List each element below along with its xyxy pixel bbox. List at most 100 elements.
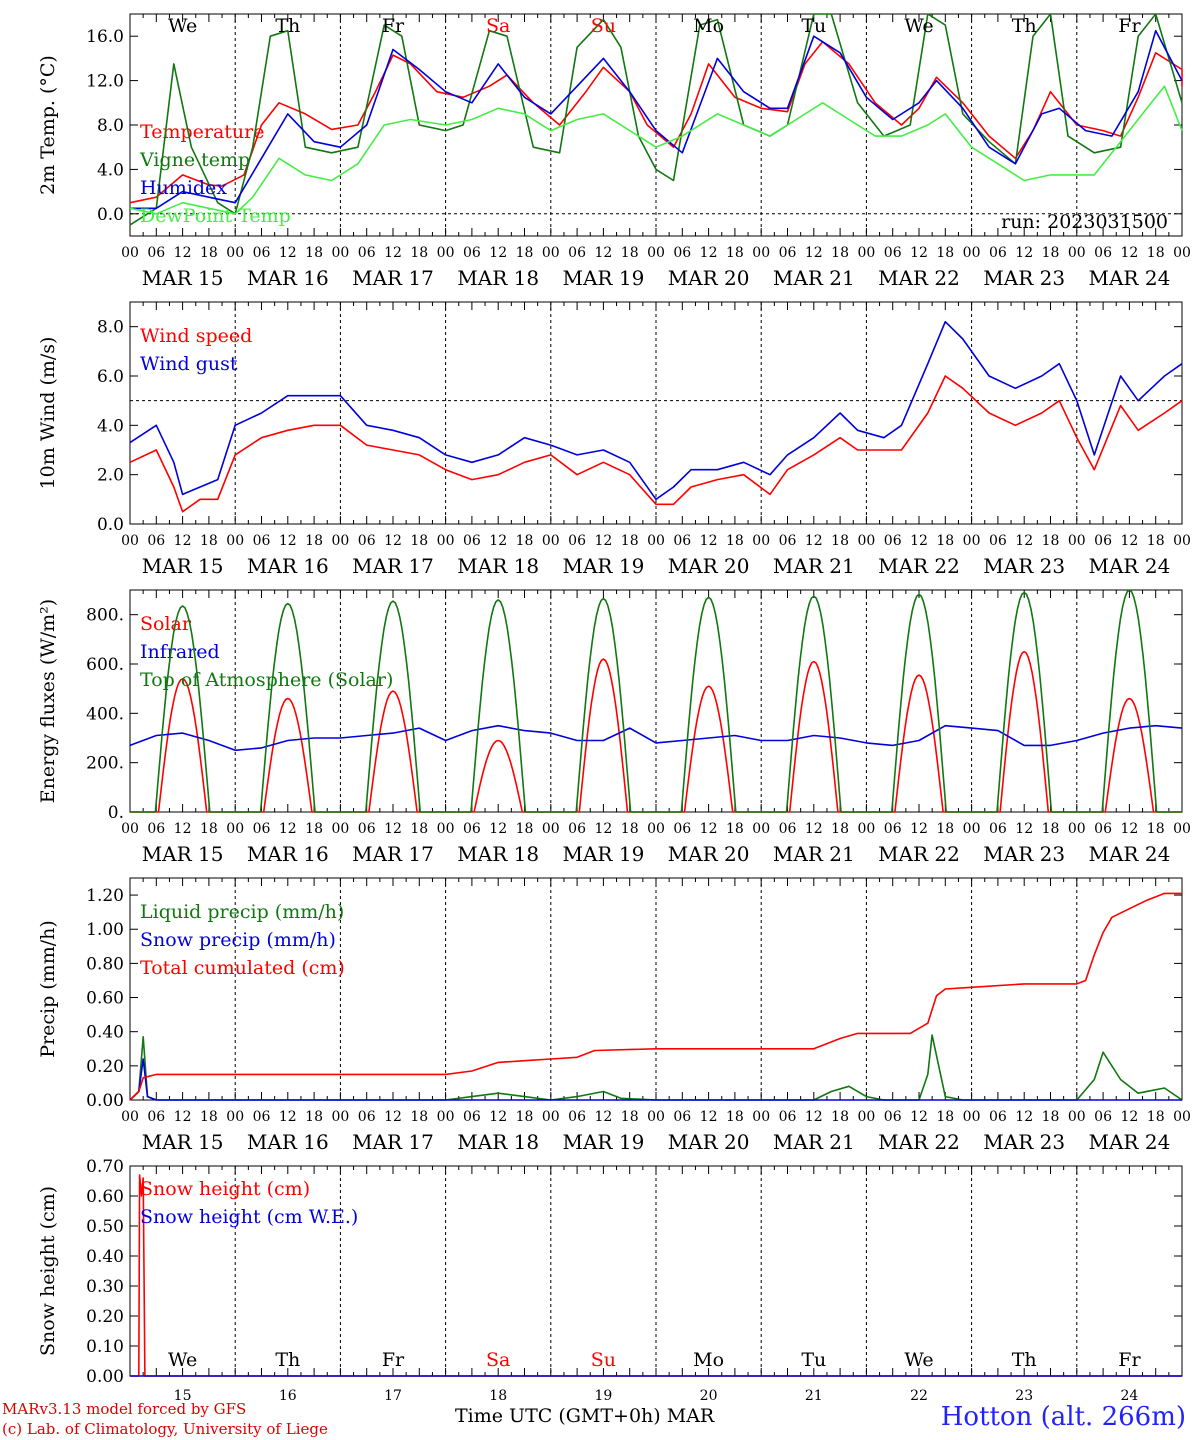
weekday-label: Th [275,15,300,37]
date-label: MAR 15 [142,266,224,290]
hour-tick-label: 12 [384,533,402,549]
run-label: run: 2023031500 [1001,211,1168,233]
hour-tick-label: 00 [963,1109,981,1125]
y-tick-label: 0.30 [86,1277,124,1297]
hour-tick-label: 06 [463,245,481,261]
hour-tick-label: 06 [989,1109,1007,1125]
hour-tick-label: 18 [410,1109,428,1125]
date-label: MAR 22 [878,266,960,290]
date-label: MAR 16 [247,554,329,578]
hour-tick-label: 00 [437,1109,455,1125]
series-line-top-of-atmosphere-solar [130,589,1182,813]
date-label: MAR 17 [352,266,434,290]
panel-3: 0. 200. 400. 600. 800. Energy fluxes (W/m²) So… [37,589,1191,866]
hour-tick-label: 18 [936,533,954,549]
y-tick-label: 0.10 [86,1337,124,1357]
date-label: MAR 19 [563,842,645,866]
hour-tick-label: 12 [174,533,192,549]
hour-tick-label: 12 [489,245,507,261]
hour-tick-label: 00 [857,821,875,837]
date-label: MAR 24 [1089,1130,1171,1154]
hour-tick-label: 06 [673,1109,691,1125]
hour-tick-label: 18 [516,821,534,837]
hour-tick-label: 00 [1173,821,1191,837]
hour-tick-label: 00 [121,821,139,837]
panel-4: 0.00 0.20 0.40 0.60 0.80 1.00 1.20 Precip (mm/h… [37,877,1191,1154]
hour-tick-label: 00 [1068,1109,1086,1125]
hour-tick-label: 12 [700,245,718,261]
y-tick-label: 800. [86,606,124,626]
hour-tick-label: 00 [121,533,139,549]
hour-tick-label: 18 [1042,533,1060,549]
day-number-label: 22 [910,1388,928,1404]
hour-tick-label: 00 [437,821,455,837]
hour-tick-label: 06 [253,245,271,261]
hour-tick-label: 18 [726,533,744,549]
y-tick-label: 0.50 [86,1217,124,1237]
hour-tick-label: 00 [963,245,981,261]
legend-entry: Humidex [140,177,227,199]
panel-5: 0.00 0.10 0.20 0.30 0.40 0.50 0.60 0.70 Snow hei… [37,1157,1183,1404]
weekday-label: Sa [486,15,510,37]
hour-tick-label: 00 [437,533,455,549]
hour-tick-label: 18 [621,245,639,261]
hour-tick-label: 06 [779,1109,797,1125]
date-label: MAR 24 [1089,266,1171,290]
hour-tick-label: 12 [700,533,718,549]
day-number-label: 17 [384,1388,402,1404]
hour-tick-label: 06 [568,1109,586,1125]
hour-tick-label: 18 [200,245,218,261]
weekday-label: Th [1012,1349,1037,1371]
hour-tick-label: 18 [1042,821,1060,837]
hour-tick-label: 00 [647,245,665,261]
hour-tick-label: 00 [857,245,875,261]
hour-tick-label: 00 [752,533,770,549]
hour-tick-label: 12 [279,821,297,837]
date-label: MAR 16 [247,1130,329,1154]
hour-tick-label: 06 [463,1109,481,1125]
legend-entry: Liquid precip (mm/h) [140,901,344,923]
hour-tick-label: 18 [410,533,428,549]
hour-tick-label: 18 [726,821,744,837]
hour-tick-label: 06 [463,533,481,549]
weekday-label: We [168,1349,197,1371]
hour-tick-label: 12 [1015,533,1033,549]
hour-tick-label: 00 [226,533,244,549]
y-tick-label: 600. [86,655,124,675]
credit-line-1: MARv3.13 model forced by GFS [2,1400,247,1418]
date-label: MAR 17 [352,554,434,578]
hour-tick-label: 12 [910,821,928,837]
hour-tick-label: 12 [1120,1109,1138,1125]
hour-tick-label: 12 [174,821,192,837]
y-tick-label: 0.00 [86,1091,124,1111]
weekday-label: We [904,1349,933,1371]
y-axis-label: 2m Temp. (°C) [37,55,59,195]
hour-tick-label: 12 [700,1109,718,1125]
hour-tick-label: 06 [989,533,1007,549]
day-number-label: 24 [1120,1388,1138,1404]
date-label: MAR 20 [668,1130,750,1154]
hour-tick-label: 06 [568,245,586,261]
hour-tick-label: 06 [884,1109,902,1125]
y-tick-label: 2.0 [97,466,124,486]
hour-tick-label: 18 [200,821,218,837]
legend-entry: Wind gust [140,353,238,375]
series-line-total-cumulated-cm [129,892,1182,1101]
hour-tick-label: 06 [673,821,691,837]
series-line-infrared [129,724,1183,752]
hour-tick-label: 12 [700,821,718,837]
hour-tick-label: 00 [226,821,244,837]
y-tick-label: 8.0 [97,116,124,136]
y-tick-label: 0.00 [86,1367,124,1387]
hour-tick-label: 06 [358,245,376,261]
hour-tick-label: 00 [1068,821,1086,837]
panel-2: 0.0 2.0 4.0 6.0 8.0 10m Wind (m/s) Wind speed W… [37,301,1191,578]
hour-tick-label: 18 [936,1109,954,1125]
hour-tick-label: 00 [542,1109,560,1125]
hour-tick-label: 12 [1120,245,1138,261]
hour-tick-label: 00 [331,245,349,261]
hour-tick-label: 06 [253,533,271,549]
y-tick-label: 16.0 [86,27,124,47]
legend-entry: DewPoint Temp [140,205,291,227]
